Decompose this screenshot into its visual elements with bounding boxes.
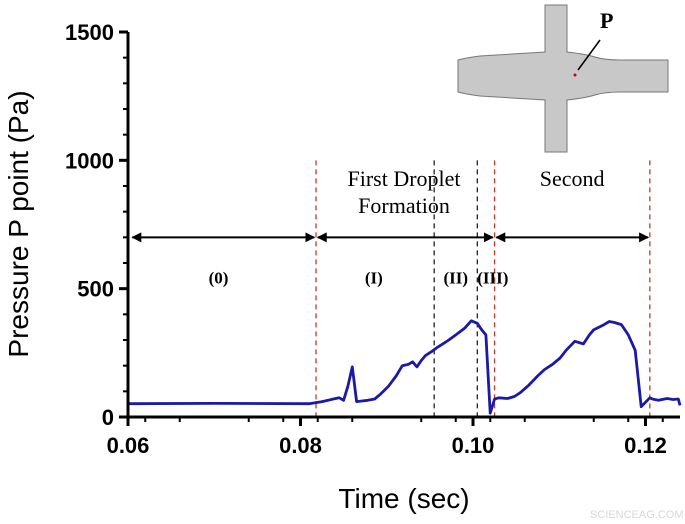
annotation-label: (0): [209, 269, 229, 288]
annotation-label: (I): [365, 269, 383, 288]
y-tick-label: 500: [77, 277, 114, 302]
inset-point-label: P: [600, 8, 613, 33]
x-tick-label: 0.08: [279, 433, 322, 458]
inset-pointer-line: [577, 39, 601, 71]
phase-dividers: [315, 160, 651, 417]
y-axis-title: Pressure P point (Pa): [3, 90, 34, 357]
y-tick-label: 1000: [65, 148, 114, 173]
annotation-label: Formation: [358, 193, 450, 218]
series-line-0: [127, 319, 682, 415]
series-group: [127, 319, 682, 415]
inset-channel-diagram: P: [457, 4, 669, 153]
axis-ticks: 0.06 0.08 0.10 0.12 0 500 1000 1500: [65, 20, 667, 458]
x-tick-label: 0.12: [624, 433, 667, 458]
annotation-label: (II): [443, 269, 468, 288]
annotation-label: Second: [540, 166, 605, 191]
x-tick-label: 0.10: [452, 433, 495, 458]
x-axis-title: Time (sec): [338, 483, 469, 514]
annotation-label: (III): [477, 269, 508, 288]
y-tick-label: 0: [102, 405, 114, 430]
watermark: SCIENCEAG.COM: [590, 509, 684, 521]
y-tick-label: 1500: [65, 20, 114, 45]
annotation-label: First Droplet: [347, 166, 460, 191]
inset-point-marker: [573, 73, 577, 77]
x-tick-label: 0.06: [107, 433, 150, 458]
axes: [126, 32, 680, 419]
inset-channel-shape: [457, 4, 669, 153]
